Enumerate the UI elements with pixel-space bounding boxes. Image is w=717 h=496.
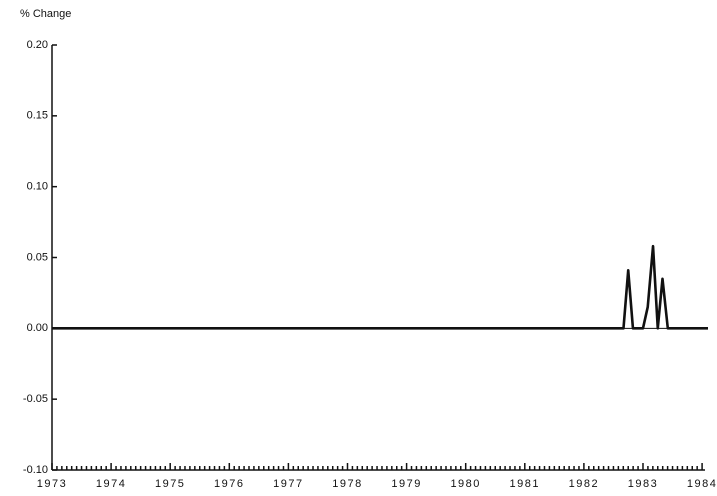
- x-tick-label: 1983: [628, 478, 658, 490]
- y-axis-label: % Change: [20, 8, 71, 20]
- x-tick-label: 1977: [273, 478, 303, 490]
- x-tick-label: 1984: [687, 478, 717, 490]
- y-tick-label: 0.00: [27, 322, 48, 334]
- y-tick-label: 0.15: [27, 110, 48, 122]
- y-tick-label: 0.10: [27, 181, 48, 193]
- y-tick-label: 0.05: [27, 251, 48, 263]
- x-tick-label: 1980: [450, 478, 480, 490]
- series-line: [52, 244, 708, 330]
- x-tick-label: 1981: [510, 478, 540, 490]
- x-tick-label: 1973: [37, 478, 67, 490]
- y-tick-label: -0.10: [23, 464, 48, 476]
- x-tick-label: 1974: [96, 478, 126, 490]
- x-tick-label: 1979: [391, 478, 421, 490]
- y-tick-label: -0.05: [23, 393, 48, 405]
- x-tick-label: 1976: [214, 478, 244, 490]
- x-tick-label: 1982: [569, 478, 599, 490]
- x-tick-label: 1978: [332, 478, 362, 490]
- x-tick-label: 1975: [155, 478, 185, 490]
- y-tick-label: 0.20: [27, 39, 48, 51]
